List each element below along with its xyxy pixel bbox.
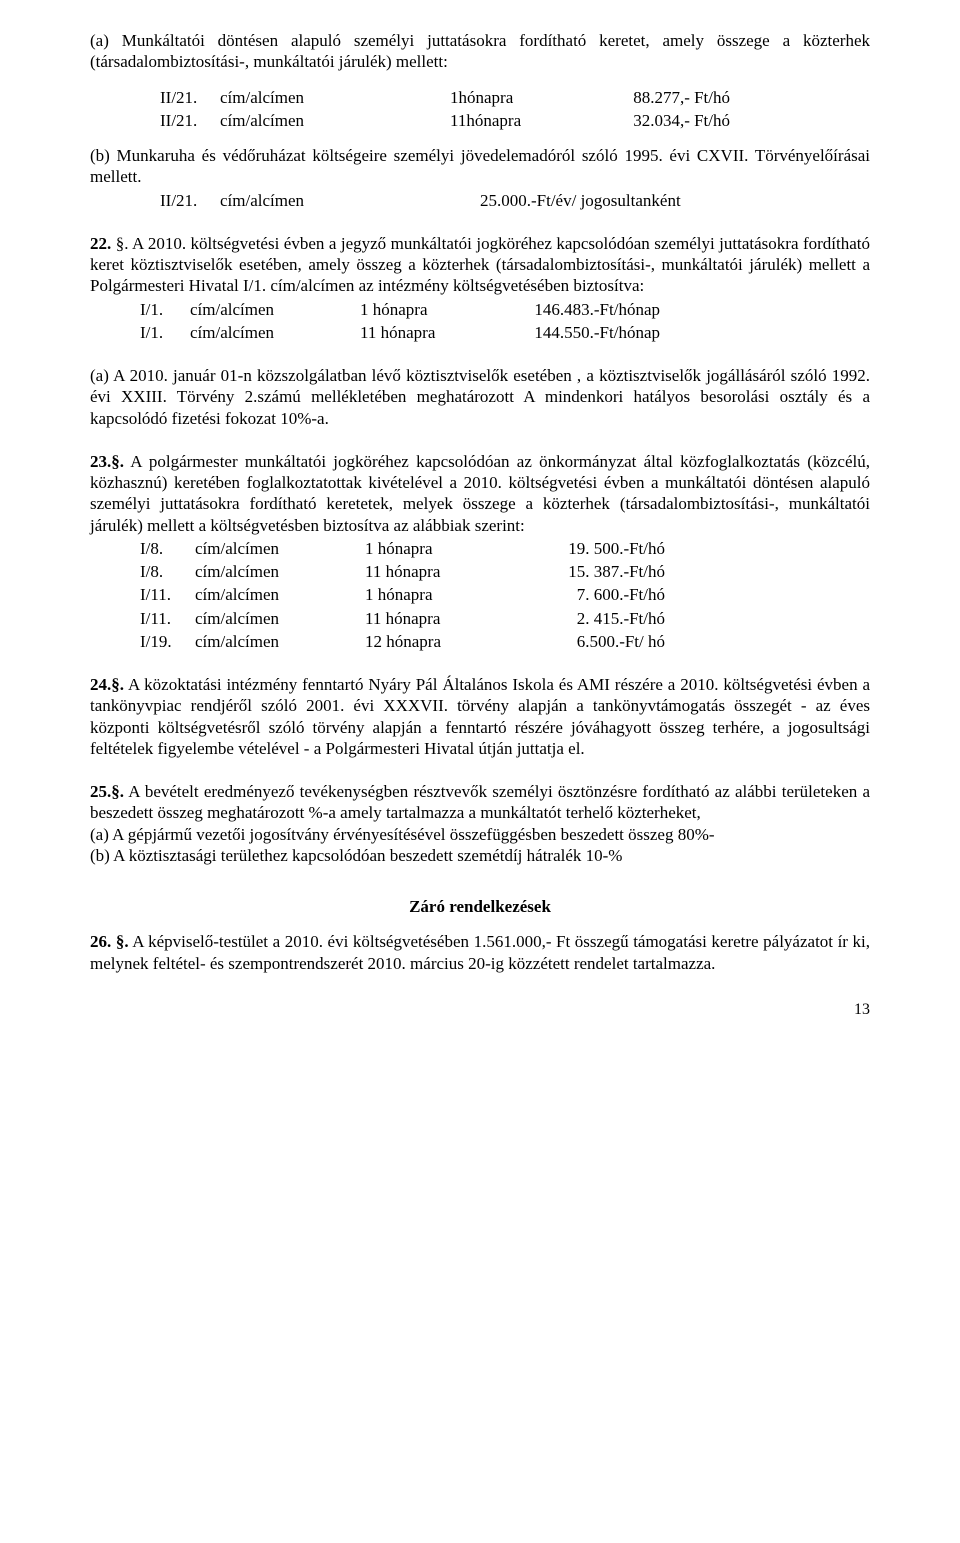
para-25b: (b) A köztisztasági területhez kapcsolód…	[90, 845, 870, 866]
cell: II/21.	[160, 87, 220, 108]
cell: 11hónapra	[450, 110, 570, 131]
cell	[90, 584, 140, 605]
cell: cím/alcímen	[190, 322, 360, 343]
row-23-1: I/8. cím/alcímen 1 hónapra 19. 500.-Ft/h…	[90, 538, 870, 559]
para-22-body: §. A 2010. költségvetési évben a jegyző …	[90, 234, 870, 296]
cell	[90, 299, 140, 320]
page-number: 13	[90, 1000, 870, 1020]
cell	[90, 538, 140, 559]
para-22-bold: 22.	[90, 234, 111, 253]
cell: 11 hónapra	[365, 608, 515, 629]
cell: 88.277,- Ft/hó	[570, 87, 730, 108]
cell: 15. 387.-Ft/hó	[515, 561, 665, 582]
row-b: II/21. cím/alcímen 25.000.-Ft/év/ jogosu…	[90, 190, 870, 211]
cell: 19. 500.-Ft/hó	[515, 538, 665, 559]
para-23: 23.§. A polgármester munkáltatói jogköré…	[90, 451, 870, 536]
cell: II/21.	[160, 190, 220, 211]
cell: cím/alcímen	[195, 608, 365, 629]
cell: 25.000.-Ft/év/ jogosultanként	[450, 190, 870, 211]
para-a: (a) Munkáltatói döntésen alapuló személy…	[90, 30, 870, 73]
cell	[90, 631, 140, 652]
para-22a: (a) A 2010. január 01-n közszolgálatban …	[90, 365, 870, 429]
cell: cím/alcímen	[220, 110, 450, 131]
row-22-1: I/1. cím/alcímen 1 hónapra 146.483.-Ft/h…	[90, 299, 870, 320]
cell: 6.500.-Ft/ hó	[515, 631, 665, 652]
cell: I/11.	[140, 608, 195, 629]
cell: I/1.	[140, 299, 190, 320]
para-23-body: A polgármester munkáltatói jogköréhez ka…	[90, 452, 870, 535]
cell: cím/alcímen	[195, 561, 365, 582]
row-22-2: I/1. cím/alcímen 11 hónapra 144.550.-Ft/…	[90, 322, 870, 343]
para-26-body: A képviselő-testület a 2010. évi költség…	[90, 932, 870, 972]
cell: 2. 415.-Ft/hó	[515, 608, 665, 629]
para-26: 26. §. A képviselő-testület a 2010. évi …	[90, 931, 870, 974]
cell: I/8.	[140, 538, 195, 559]
cell	[90, 608, 140, 629]
cell: cím/alcímen	[195, 631, 365, 652]
cell: 11 hónapra	[360, 322, 510, 343]
cell: II/21.	[160, 110, 220, 131]
para-22: 22. §. A 2010. költségvetési évben a jeg…	[90, 233, 870, 297]
para-25-body: A bevételt eredményező tevékenységben ré…	[90, 782, 870, 822]
cell	[90, 110, 160, 131]
cell: 32.034,- Ft/hó	[570, 110, 730, 131]
cell	[90, 322, 140, 343]
para-24: 24.§. A közoktatási intézmény fenntartó …	[90, 674, 870, 759]
row-23-5: I/19. cím/alcímen 12 hónapra 6.500.-Ft/ …	[90, 631, 870, 652]
cell: I/1.	[140, 322, 190, 343]
cell: 144.550.-Ft/hónap	[510, 322, 660, 343]
row-23-4: I/11. cím/alcímen 11 hónapra 2. 415.-Ft/…	[90, 608, 870, 629]
cell: 7. 600.-Ft/hó	[515, 584, 665, 605]
para-24-bold: 24.§.	[90, 675, 124, 694]
cell	[90, 190, 160, 211]
para-23-bold: 23.§.	[90, 452, 124, 471]
para-24-body: A közoktatási intézmény fenntartó Nyáry …	[90, 675, 870, 758]
cell: I/11.	[140, 584, 195, 605]
cell	[90, 87, 160, 108]
cell: I/8.	[140, 561, 195, 582]
para-25a: (a) A gépjármű vezetői jogosítvány érvén…	[90, 824, 870, 845]
cell: 1hónapra	[450, 87, 570, 108]
row-23-2: I/8. cím/alcímen 11 hónapra 15. 387.-Ft/…	[90, 561, 870, 582]
para-25: 25.§. A bevételt eredményező tevékenység…	[90, 781, 870, 824]
cell: cím/alcímen	[220, 190, 450, 211]
cell: cím/alcímen	[190, 299, 360, 320]
para-b: (b) Munkaruha és védőruházat költségeire…	[90, 145, 870, 188]
cell: cím/alcímen	[220, 87, 450, 108]
cell	[90, 561, 140, 582]
row-23-3: I/11. cím/alcímen 1 hónapra 7. 600.-Ft/h…	[90, 584, 870, 605]
cell: 1 hónapra	[365, 584, 515, 605]
cell: 11 hónapra	[365, 561, 515, 582]
para-25-bold: 25.§.	[90, 782, 124, 801]
zaro-title: Záró rendelkezések	[90, 896, 870, 917]
cell: 12 hónapra	[365, 631, 515, 652]
cell: cím/alcímen	[195, 584, 365, 605]
cell: 1 hónapra	[365, 538, 515, 559]
cell: I/19.	[140, 631, 195, 652]
cell: 146.483.-Ft/hónap	[510, 299, 660, 320]
row-a-1: II/21. cím/alcímen 1hónapra 88.277,- Ft/…	[90, 87, 870, 108]
cell: 1 hónapra	[360, 299, 510, 320]
row-a-2: II/21. cím/alcímen 11hónapra 32.034,- Ft…	[90, 110, 870, 131]
para-26-bold: 26. §.	[90, 932, 129, 951]
cell: cím/alcímen	[195, 538, 365, 559]
